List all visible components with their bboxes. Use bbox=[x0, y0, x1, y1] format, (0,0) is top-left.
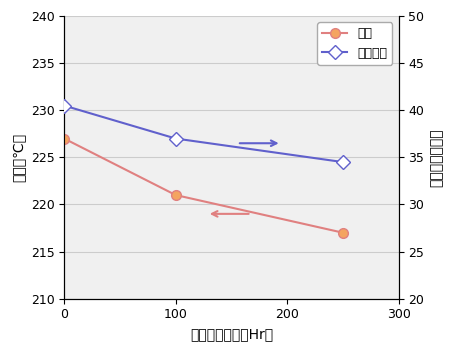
Y-axis label: 結晶化度（％）: 結晶化度（％） bbox=[430, 128, 444, 187]
Legend: 融点, 結晶化度: 融点, 結晶化度 bbox=[317, 23, 392, 65]
X-axis label: 促進暴露時間（Hr）: 促進暴露時間（Hr） bbox=[190, 327, 273, 341]
Y-axis label: 融点（℃）: 融点（℃） bbox=[11, 133, 25, 182]
